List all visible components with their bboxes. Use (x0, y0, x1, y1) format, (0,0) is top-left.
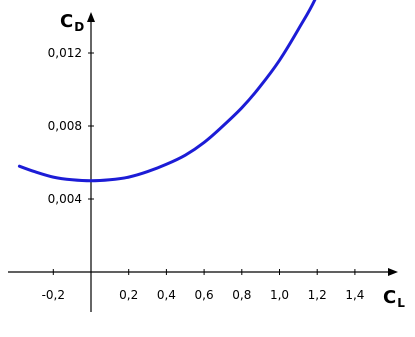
axes (8, 12, 398, 312)
y-tick-label: 0,008 (48, 119, 82, 133)
drag-polar-curve (17, 0, 317, 183)
x-axis-label-sub: L (397, 296, 405, 310)
x-tick-label: 0,8 (232, 288, 251, 302)
x-axis-label-main: C (383, 287, 396, 308)
x-tick-label: 1,0 (270, 288, 289, 302)
x-ticks: -0,2 0,2 0,4 0,6 0,8 1,0 1,2 1,4 (42, 269, 364, 302)
x-tick-label: 0,6 (195, 288, 214, 302)
y-axis-label-main: C (60, 11, 73, 32)
x-tick-label: 1,2 (308, 288, 327, 302)
x-tick-label: 0,4 (157, 288, 176, 302)
y-axis-label-sub: D (74, 20, 84, 34)
x-tick-label: 1,4 (345, 288, 364, 302)
x-axis-label: CL (383, 287, 405, 310)
y-tick-label: 0,012 (48, 46, 82, 60)
y-tick-label: 0,004 (48, 192, 82, 206)
series-layer (17, 0, 317, 183)
y-axis-label: CD (60, 11, 84, 34)
x-tick-label: 0,2 (119, 288, 138, 302)
y-axis-arrow (87, 12, 95, 22)
x-axis-arrow (388, 268, 398, 276)
x-tick-label: -0,2 (42, 288, 65, 302)
